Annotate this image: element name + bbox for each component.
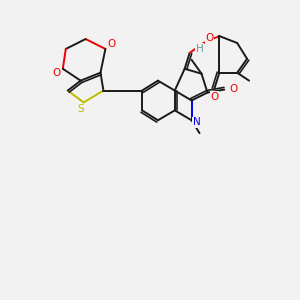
Text: N: N — [193, 117, 200, 127]
Text: O: O — [210, 92, 218, 101]
Text: S: S — [77, 104, 84, 114]
Text: O: O — [205, 33, 214, 43]
Text: H: H — [196, 44, 203, 54]
Text: O: O — [107, 39, 116, 49]
Text: O: O — [229, 84, 237, 94]
Text: O: O — [53, 68, 61, 78]
